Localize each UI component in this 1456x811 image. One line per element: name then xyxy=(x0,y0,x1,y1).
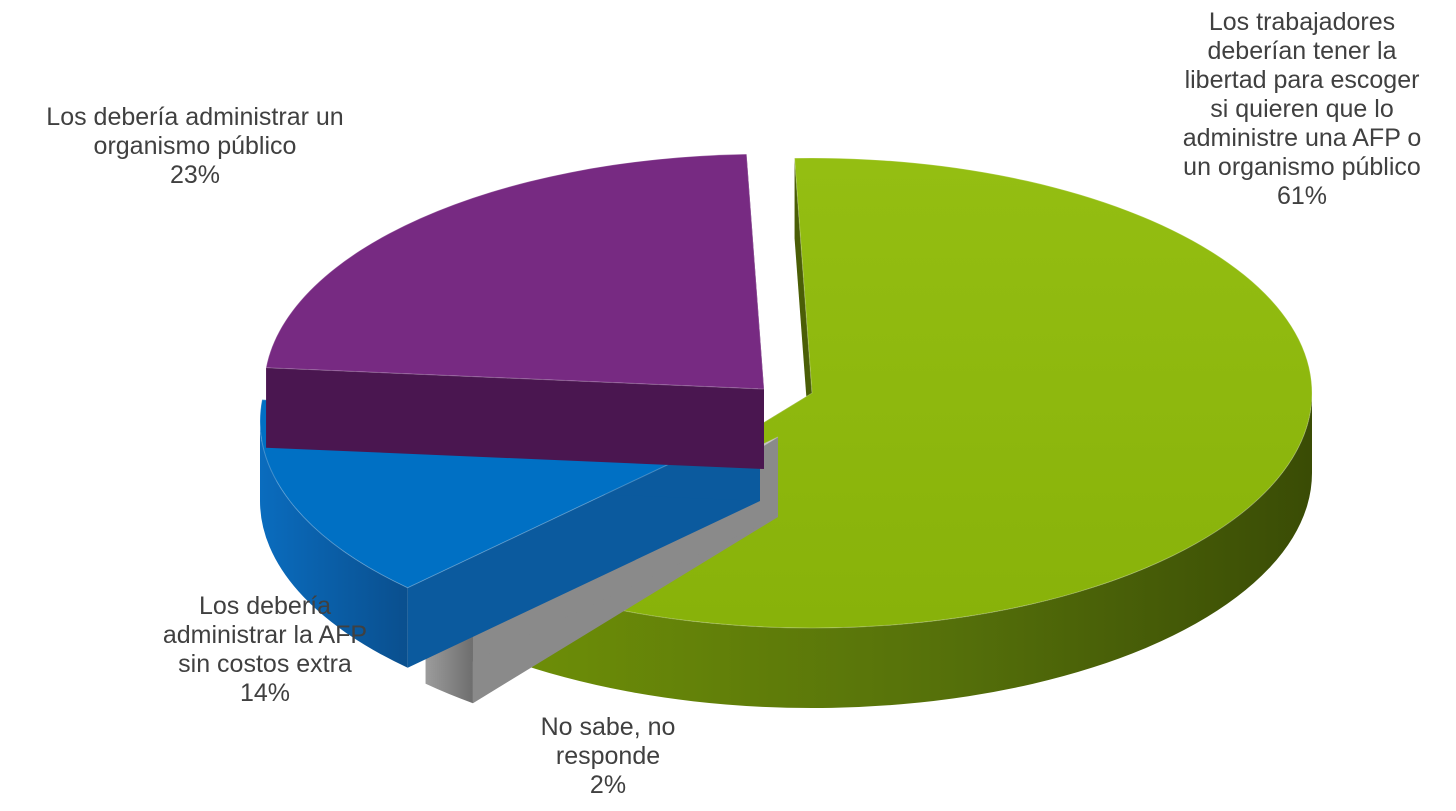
slice-label-line: deberían tener la xyxy=(1207,37,1397,65)
slice-percent-label: 23% xyxy=(169,161,221,189)
slice-label-line: si quieren que lo xyxy=(1210,95,1394,123)
slice-label-line: administrar la AFP xyxy=(162,621,368,649)
slice-label-line: Los debería xyxy=(198,592,332,620)
slice-label-line: organismo público xyxy=(93,132,297,160)
pie-slice-top xyxy=(265,153,765,390)
slice-label-line: Los trabajadores xyxy=(1208,8,1396,36)
slice-label-line: No sabe, no xyxy=(540,713,676,741)
slice-percent-label: 2% xyxy=(589,771,627,799)
slice-label-text: Los debería administrar la AFP sin costos … xyxy=(120,592,410,679)
slice-label-line: administre una AFP o xyxy=(1182,124,1422,152)
slice-label-line: libertad para escoger xyxy=(1184,66,1420,94)
slice-percent-label: 61% xyxy=(1276,182,1328,210)
slice-label-text: No sabe, no responde xyxy=(488,713,728,771)
slice-label-organismo-publico: Los debería administrar un organismo públ… xyxy=(0,103,390,190)
slice-label-no-sabe: No sabe, no responde 2% xyxy=(488,713,728,800)
pie-slice-organismo-publico xyxy=(265,153,765,469)
slice-label-libertad: Los trabajadores deberían tener la liberta… xyxy=(1152,8,1452,211)
slice-label-line: un organismo público xyxy=(1183,153,1421,181)
pie-slice-side-wall xyxy=(260,421,408,668)
slice-label-line: sin costos extra xyxy=(178,650,352,678)
slice-label-line: responde xyxy=(555,742,661,770)
slice-label-text: Los trabajadores deberían tener la liberta… xyxy=(1152,8,1452,182)
pie-slice-cut-face xyxy=(266,367,764,469)
slice-label-afp: Los debería administrar la AFP sin costos … xyxy=(120,592,410,708)
pie-slice-cut-face xyxy=(794,158,812,473)
slice-label-line: Los debería administrar un xyxy=(46,103,344,131)
slice-label-text: Los debería administrar un organismo públ… xyxy=(0,103,390,161)
pie-slice-side-wall xyxy=(506,393,1312,708)
slice-percent-label: 14% xyxy=(239,679,291,707)
